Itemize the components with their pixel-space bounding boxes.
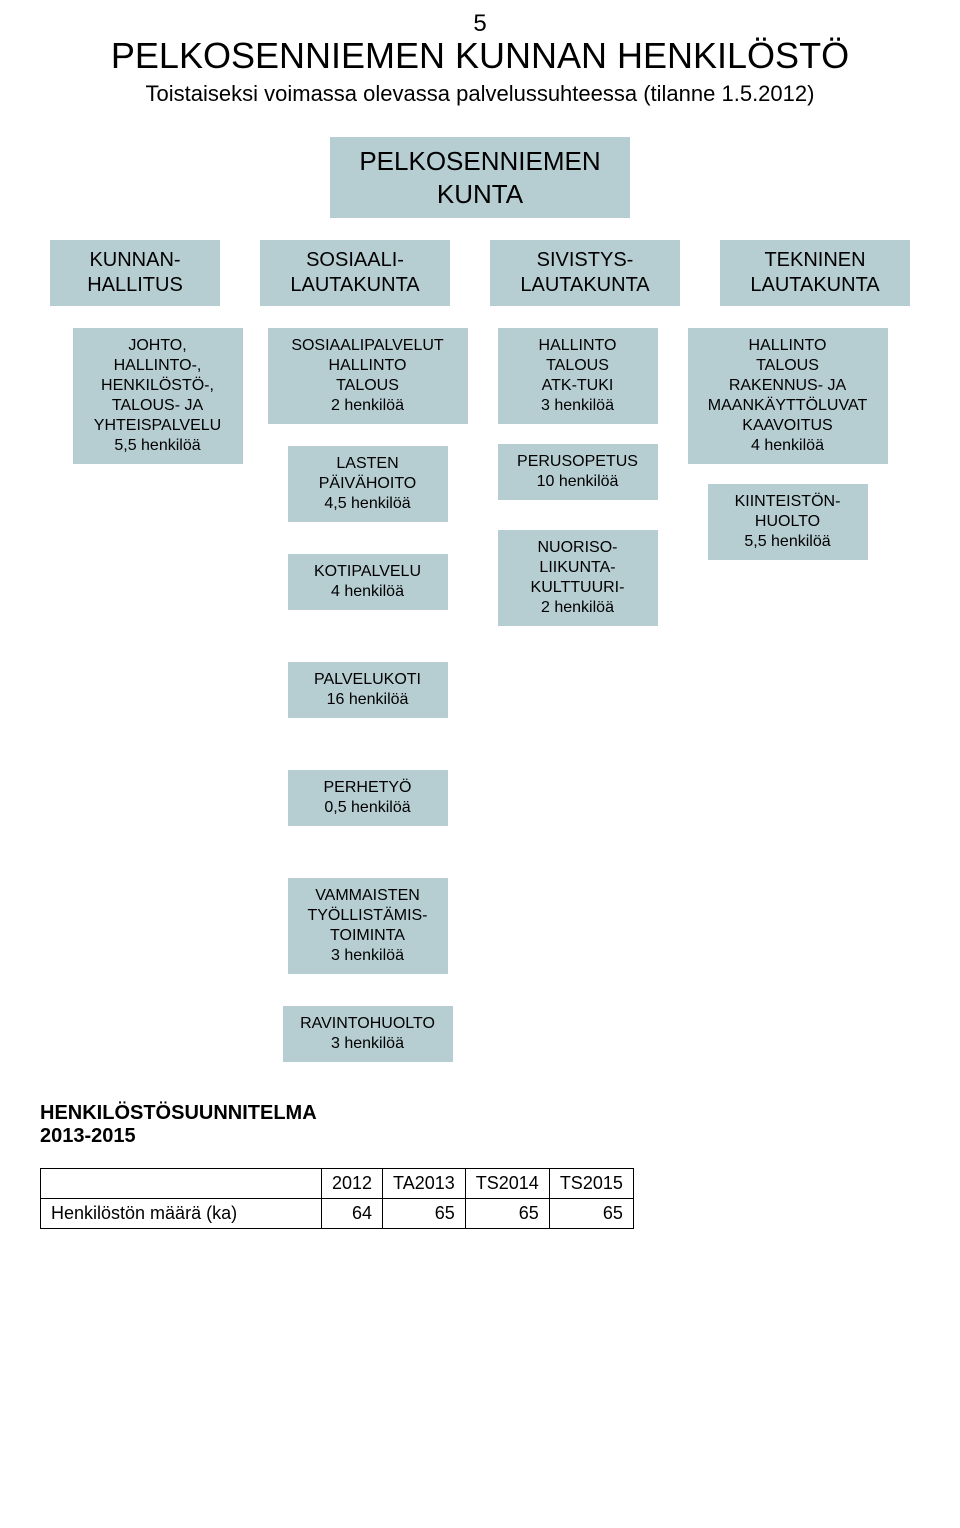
n-siv2-l1: NUORISO-	[504, 538, 652, 558]
n-sos3-l1: PALVELUKOTI	[294, 670, 442, 690]
org-l1-sosiaali: SOSIAALI- LAUTAKUNTA	[260, 240, 450, 306]
n-tek0-l4: MAANKÄYTTÖLUVAT	[694, 396, 882, 416]
org-l1-2-line2: LAUTAKUNTA	[496, 273, 674, 298]
plan-val-2: 65	[465, 1199, 549, 1229]
plan-val-1: 65	[383, 1199, 466, 1229]
n-sos5-l1: VAMMAISTEN	[294, 886, 442, 906]
org-l1-2-line1: SIVISTYS-	[496, 248, 674, 273]
n-sos1-l2: PÄIVÄHOITO	[294, 474, 442, 494]
node-johto-l3: HENKILÖSTÖ-,	[79, 376, 237, 396]
n-tek0-l5: KAAVOITUS	[694, 416, 882, 436]
org-l1-sivistys: SIVISTYS- LAUTAKUNTA	[490, 240, 680, 306]
org-l1-3-line2: LAUTAKUNTA	[726, 273, 904, 298]
node-kotipalvelu: KOTIPALVELU 4 henkilöä	[288, 554, 448, 610]
org-l1-0-line2: HALLITUS	[56, 273, 214, 298]
node-johto-l2: HALLINTO-,	[79, 356, 237, 376]
node-vammaisten: VAMMAISTEN TYÖLLISTÄMIS- TOIMINTA 3 henk…	[288, 878, 448, 974]
col-sosiaali: SOSIAALIPALVELUT HALLINTO TALOUS 2 henki…	[268, 328, 468, 1062]
node-ravinto: RAVINTOHUOLTO 3 henkilöä	[283, 1006, 453, 1062]
org-columns: JOHTO, HALLINTO-, HENKILÖSTÖ-, TALOUS- J…	[40, 328, 920, 1062]
org-level1: KUNNAN- HALLITUS SOSIAALI- LAUTAKUNTA SI…	[40, 240, 920, 306]
org-root-line2: KUNTA	[336, 178, 624, 211]
node-perhetyo: PERHETYÖ 0,5 henkilöä	[288, 770, 448, 826]
page: 5 PELKOSENNIEMEN KUNNAN HENKILÖSTÖ Toist…	[0, 0, 960, 1269]
org-root-line1: PELKOSENNIEMEN	[336, 145, 624, 178]
org-root: PELKOSENNIEMEN KUNTA	[330, 137, 630, 218]
n-tek0-l6: 4 henkilöä	[694, 436, 882, 456]
plan-header-row: 2012 TA2013 TS2014 TS2015	[41, 1169, 634, 1199]
n-siv2-l4: 2 henkilöä	[504, 598, 652, 618]
n-siv0-l2: TALOUS	[504, 356, 652, 376]
n-sos0-l2: HALLINTO	[274, 356, 462, 376]
node-johto-l6: 5,5 henkilöä	[79, 436, 237, 456]
node-lasten: LASTEN PÄIVÄHOITO 4,5 henkilöä	[288, 446, 448, 522]
plan-col-4: TS2015	[549, 1169, 633, 1199]
n-sos0-l4: 2 henkilöä	[274, 396, 462, 416]
n-siv1-l2: 10 henkilöä	[504, 472, 652, 492]
plan-col-0	[41, 1169, 322, 1199]
page-number: 5	[473, 10, 486, 38]
n-siv2-l3: KULTTUURI-	[504, 578, 652, 598]
n-siv0-l4: 3 henkilöä	[504, 396, 652, 416]
plan-data-row: Henkilöstön määrä (ka) 64 65 65 65	[41, 1199, 634, 1229]
n-sos2-l1: KOTIPALVELU	[294, 562, 442, 582]
node-nuoriso: NUORISO- LIIKUNTA- KULTTUURI- 2 henkilöä	[498, 530, 658, 626]
n-siv2-l2: LIIKUNTA-	[504, 558, 652, 578]
org-l1-1-line1: SOSIAALI-	[266, 248, 444, 273]
plan-title: HENKILÖSTÖSUUNNITELMA	[40, 1102, 920, 1125]
n-siv0-l1: HALLINTO	[504, 336, 652, 356]
n-sos6-l1: RAVINTOHUOLTO	[289, 1014, 447, 1034]
n-sos0-l3: TALOUS	[274, 376, 462, 396]
plan-col-1: 2012	[322, 1169, 383, 1199]
plan-row-label: Henkilöstön määrä (ka)	[41, 1199, 322, 1229]
plan-col-2: TA2013	[383, 1169, 466, 1199]
n-sos5-l4: 3 henkilöä	[294, 946, 442, 966]
n-sos3-l2: 16 henkilöä	[294, 690, 442, 710]
plan-years: 2013-2015	[40, 1125, 920, 1148]
org-l1-3-line1: TEKNINEN	[726, 248, 904, 273]
n-tek1-l2: HUOLTO	[714, 512, 862, 532]
doc-subtitle: Toistaiseksi voimassa olevassa palveluss…	[40, 81, 920, 107]
node-johto-l1: JOHTO,	[79, 336, 237, 356]
n-sos5-l3: TOIMINTA	[294, 926, 442, 946]
col-tekninen: HALLINTO TALOUS RAKENNUS- JA MAANKÄYTTÖL…	[688, 328, 888, 560]
plan-val-3: 65	[549, 1199, 633, 1229]
col-kunnan: JOHTO, HALLINTO-, HENKILÖSTÖ-, TALOUS- J…	[73, 328, 243, 464]
n-tek1-l3: 5,5 henkilöä	[714, 532, 862, 552]
n-sos4-l2: 0,5 henkilöä	[294, 798, 442, 818]
doc-title: PELKOSENNIEMEN KUNNAN HENKILÖSTÖ	[40, 35, 920, 77]
org-l1-0-line1: KUNNAN-	[56, 248, 214, 273]
n-sos1-l1: LASTEN	[294, 454, 442, 474]
n-sos1-l3: 4,5 henkilöä	[294, 494, 442, 514]
node-johto: JOHTO, HALLINTO-, HENKILÖSTÖ-, TALOUS- J…	[73, 328, 243, 464]
node-kiinteisto: KIINTEISTÖN- HUOLTO 5,5 henkilöä	[708, 484, 868, 560]
plan-table: 2012 TA2013 TS2014 TS2015 Henkilöstön mä…	[40, 1168, 634, 1229]
node-johto-l4: TALOUS- JA	[79, 396, 237, 416]
plan-val-0: 64	[322, 1199, 383, 1229]
node-sosiaalipalvelut: SOSIAALIPALVELUT HALLINTO TALOUS 2 henki…	[268, 328, 468, 424]
n-sos2-l2: 4 henkilöä	[294, 582, 442, 602]
col-sivistys: HALLINTO TALOUS ATK-TUKI 3 henkilöä PERU…	[493, 328, 663, 626]
org-l1-tekninen: TEKNINEN LAUTAKUNTA	[720, 240, 910, 306]
org-l1-kunnan: KUNNAN- HALLITUS	[50, 240, 220, 306]
node-rakennus: HALLINTO TALOUS RAKENNUS- JA MAANKÄYTTÖL…	[688, 328, 888, 464]
n-tek1-l1: KIINTEISTÖN-	[714, 492, 862, 512]
org-root-wrap: PELKOSENNIEMEN KUNTA	[40, 137, 920, 218]
node-palvelukoti: PALVELUKOTI 16 henkilöä	[288, 662, 448, 718]
node-hallinto-atk: HALLINTO TALOUS ATK-TUKI 3 henkilöä	[498, 328, 658, 424]
node-perusopetus: PERUSOPETUS 10 henkilöä	[498, 444, 658, 500]
plan-col-3: TS2014	[465, 1169, 549, 1199]
n-sos6-l2: 3 henkilöä	[289, 1034, 447, 1054]
n-sos4-l1: PERHETYÖ	[294, 778, 442, 798]
n-siv1-l1: PERUSOPETUS	[504, 452, 652, 472]
n-tek0-l3: RAKENNUS- JA	[694, 376, 882, 396]
n-sos5-l2: TYÖLLISTÄMIS-	[294, 906, 442, 926]
node-johto-l5: YHTEISPALVELU	[79, 416, 237, 436]
org-l1-1-line2: LAUTAKUNTA	[266, 273, 444, 298]
n-tek0-l2: TALOUS	[694, 356, 882, 376]
n-tek0-l1: HALLINTO	[694, 336, 882, 356]
n-siv0-l3: ATK-TUKI	[504, 376, 652, 396]
n-sos0-l1: SOSIAALIPALVELUT	[274, 336, 462, 356]
